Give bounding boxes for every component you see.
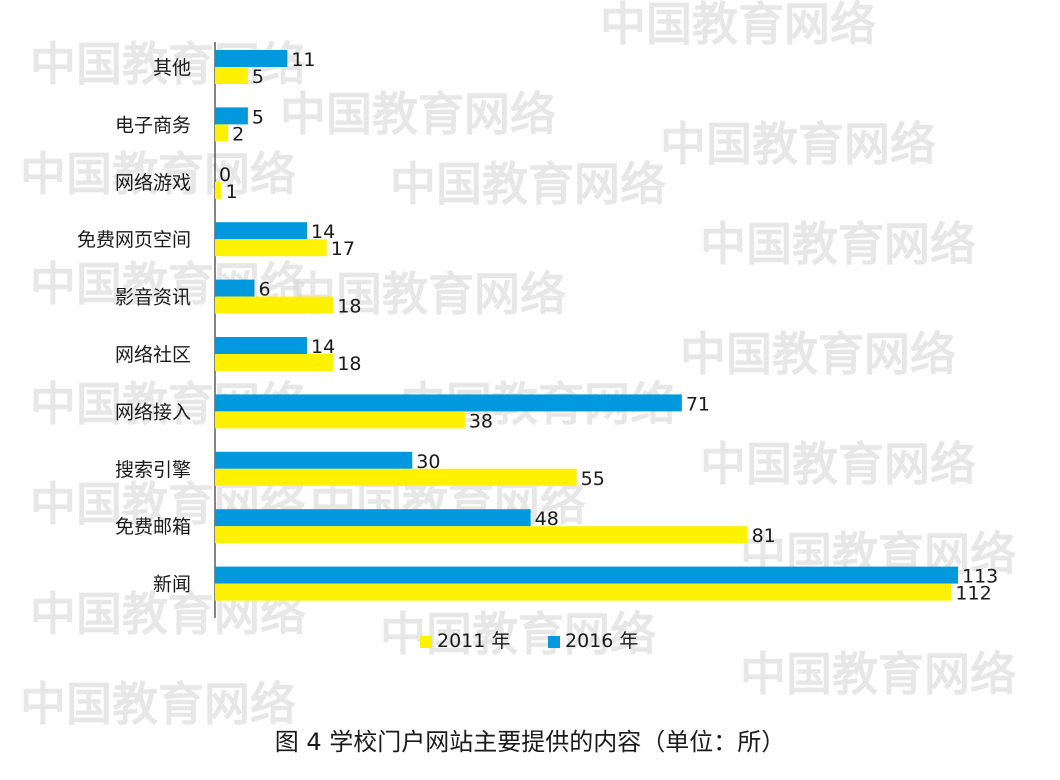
- value-label: 18: [337, 353, 361, 375]
- bar-2016: [215, 222, 308, 240]
- value-label: 0: [219, 164, 231, 186]
- bar-2011: [215, 468, 577, 486]
- value-label: 48: [535, 508, 559, 530]
- category-label: 网络社区: [115, 344, 191, 366]
- bars: [215, 50, 958, 601]
- bar-2016: [215, 394, 682, 412]
- legend-swatch: [420, 636, 432, 648]
- value-label: 38: [469, 410, 493, 432]
- category-label: 其他: [153, 57, 191, 79]
- watermark-text: 中国教育网络: [660, 117, 936, 171]
- bar-2016: [215, 50, 288, 67]
- value-label: 5: [252, 66, 264, 88]
- bar-2011: [215, 526, 748, 544]
- watermark-text: 中国教育网络: [700, 217, 976, 271]
- bar-2016: [215, 451, 413, 469]
- watermark-text: 中国教育网络: [700, 437, 976, 491]
- bar-2011: [215, 296, 334, 314]
- legend-swatch: [548, 636, 560, 648]
- watermark-text: 中国教育网络: [280, 87, 556, 141]
- category-label: 网络游戏: [115, 172, 191, 194]
- category-label: 电子商务: [115, 114, 191, 136]
- value-label: 55: [581, 468, 605, 490]
- category-label: 免费邮箱: [115, 516, 191, 538]
- value-label: 71: [686, 393, 710, 415]
- bar-2011: [215, 124, 229, 142]
- value-label: 81: [752, 525, 776, 547]
- watermark-text: 中国教育网络: [290, 267, 566, 321]
- value-label: 18: [337, 296, 361, 318]
- bar-2016: [215, 509, 531, 527]
- value-label: 112: [955, 583, 991, 605]
- bar-2011: [215, 67, 248, 84]
- value-label: 6: [258, 279, 270, 301]
- watermark-text: 中国教育网络: [740, 647, 1016, 701]
- legend-label: 2016 年: [565, 630, 638, 652]
- bar-2016: [215, 337, 308, 354]
- value-label: 14: [311, 336, 335, 358]
- category-label: 免费网页空间: [77, 229, 191, 251]
- value-label: 30: [416, 451, 440, 473]
- value-label: 5: [252, 106, 264, 128]
- category-label: 网络接入: [115, 401, 191, 423]
- value-label: 1: [226, 181, 238, 203]
- value-label: 17: [331, 238, 355, 260]
- bar-2011: [215, 239, 327, 257]
- category-label: 搜索引擎: [115, 459, 191, 481]
- value-label: 113: [962, 566, 998, 588]
- watermark-text: 中国教育网络: [600, 0, 876, 51]
- bar-2011: [215, 181, 222, 199]
- value-label: 14: [311, 221, 335, 243]
- watermark-text: 中国教育网络: [20, 147, 296, 201]
- watermark-text: 中国教育网络: [380, 607, 656, 661]
- category-label: 影音资讯: [115, 287, 191, 309]
- value-label: 11: [291, 49, 315, 71]
- watermark-text: 中国教育网络: [390, 157, 666, 211]
- figure-caption: 图 4 学校门户网站主要提供的内容（单位：所）: [275, 728, 786, 756]
- legend-label: 2011 年: [437, 630, 510, 652]
- watermark-text: 中国教育网络: [680, 327, 956, 381]
- category-label: 新闻: [153, 574, 191, 596]
- bar-2016: [215, 279, 255, 297]
- watermark-text: 中国教育网络: [20, 677, 296, 731]
- bar-2016: [215, 107, 248, 125]
- value-label: 2: [232, 123, 244, 145]
- bar-2016: [215, 566, 958, 584]
- bar-2011: [215, 411, 465, 429]
- bar-2011: [215, 354, 334, 371]
- legend: 2011 年 2016 年: [420, 630, 638, 652]
- bar-2011: [215, 583, 952, 601]
